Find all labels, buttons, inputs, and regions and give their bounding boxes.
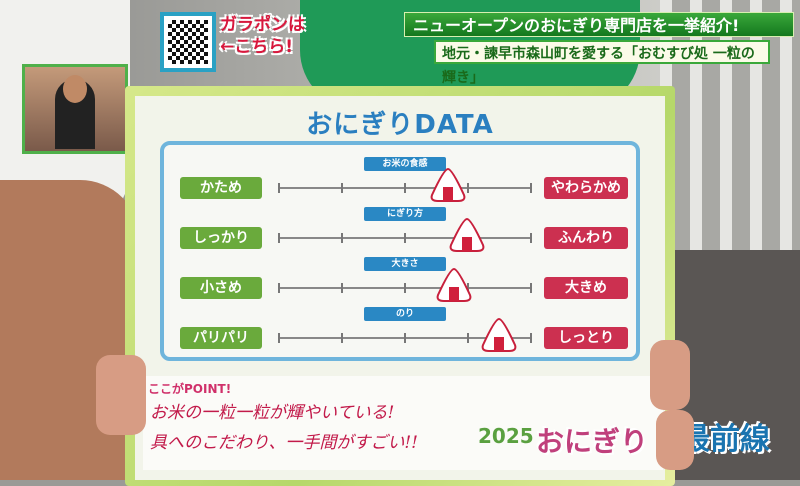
data-panel: お米の食感 かため やわらかめ にぎり方 しっかり ふんわり 大きさ 小さめ 大… — [160, 141, 640, 361]
scale-left-label: しっかり — [180, 227, 262, 249]
onigiri-marker-icon — [447, 217, 487, 253]
scale-tick — [530, 183, 532, 193]
scale-left-label: パリパリ — [180, 327, 262, 349]
arm — [0, 180, 140, 480]
promo-line1: ガラポンは — [220, 15, 305, 35]
scale-tick — [530, 233, 532, 243]
scale-right-label: ふんわり — [544, 227, 628, 249]
scale-right-label: やわらかめ — [544, 177, 628, 199]
scale-category: のり — [364, 307, 446, 321]
scale-category: お米の食感 — [364, 157, 446, 171]
scale-tick — [467, 183, 469, 193]
right-fingers — [656, 410, 694, 470]
scale-tick — [467, 333, 469, 343]
scale-tick — [341, 333, 343, 343]
logo-name: おにぎり — [536, 425, 649, 458]
qr-code[interactable] — [160, 12, 216, 72]
scale-tick — [530, 283, 532, 293]
scale-line — [278, 283, 532, 293]
scale-tick — [341, 283, 343, 293]
scale-tick — [278, 183, 280, 193]
scale-tick — [530, 333, 532, 343]
promo-text: ガラポンは ←こちら! — [220, 14, 305, 58]
scale-tick — [341, 183, 343, 193]
inset-video — [22, 64, 128, 154]
headline-caption: ニューオープンのおにぎり専門店を一挙紹介! — [404, 12, 794, 37]
onigiri-marker-icon — [428, 167, 468, 203]
scale-line — [278, 233, 532, 243]
scale-category: 大きさ — [364, 257, 446, 271]
right-hand — [650, 340, 690, 410]
scale-right-label: しっとり — [544, 327, 628, 349]
scale-line — [278, 333, 532, 343]
scale-tick — [404, 283, 406, 293]
promo-line2: ←こちら! — [220, 37, 293, 57]
left-hand — [96, 355, 146, 435]
point-line-1: お米の一粒一粒が輝やいている! — [150, 403, 395, 423]
onigiri-marker-icon — [479, 317, 519, 353]
onigiri-marker-icon — [434, 267, 474, 303]
board-title: おにぎりDATA — [306, 110, 494, 140]
subhead-caption: 地元・諫早市森山町を愛する「おむすび処 一粒の輝き」 — [434, 40, 770, 86]
scale-tick — [278, 233, 280, 243]
scale-category: にぎり方 — [364, 207, 446, 221]
logo-suffix: 最前線 — [680, 422, 770, 457]
logo-year: 2025 — [478, 424, 534, 448]
scale-tick — [404, 333, 406, 343]
point-box — [143, 376, 663, 470]
scale-tick — [278, 333, 280, 343]
scale-row: 大きさ 小さめ 大きめ — [164, 253, 636, 303]
scale-line — [278, 183, 532, 193]
scale-tick — [404, 183, 406, 193]
scale-row: お米の食感 かため やわらかめ — [164, 153, 636, 203]
point-line-2: 具へのこだわり、一手間がすごい!! — [150, 433, 418, 453]
point-title: ここがPOINT! — [148, 382, 232, 396]
scale-tick — [404, 233, 406, 243]
scale-row: にぎり方 しっかり ふんわり — [164, 203, 636, 253]
scale-row: のり パリパリ しっとり — [164, 303, 636, 353]
scale-tick — [341, 233, 343, 243]
scale-tick — [278, 283, 280, 293]
scale-right-label: 大きめ — [544, 277, 628, 299]
scale-left-label: かため — [180, 177, 262, 199]
scale-left-label: 小さめ — [180, 277, 262, 299]
